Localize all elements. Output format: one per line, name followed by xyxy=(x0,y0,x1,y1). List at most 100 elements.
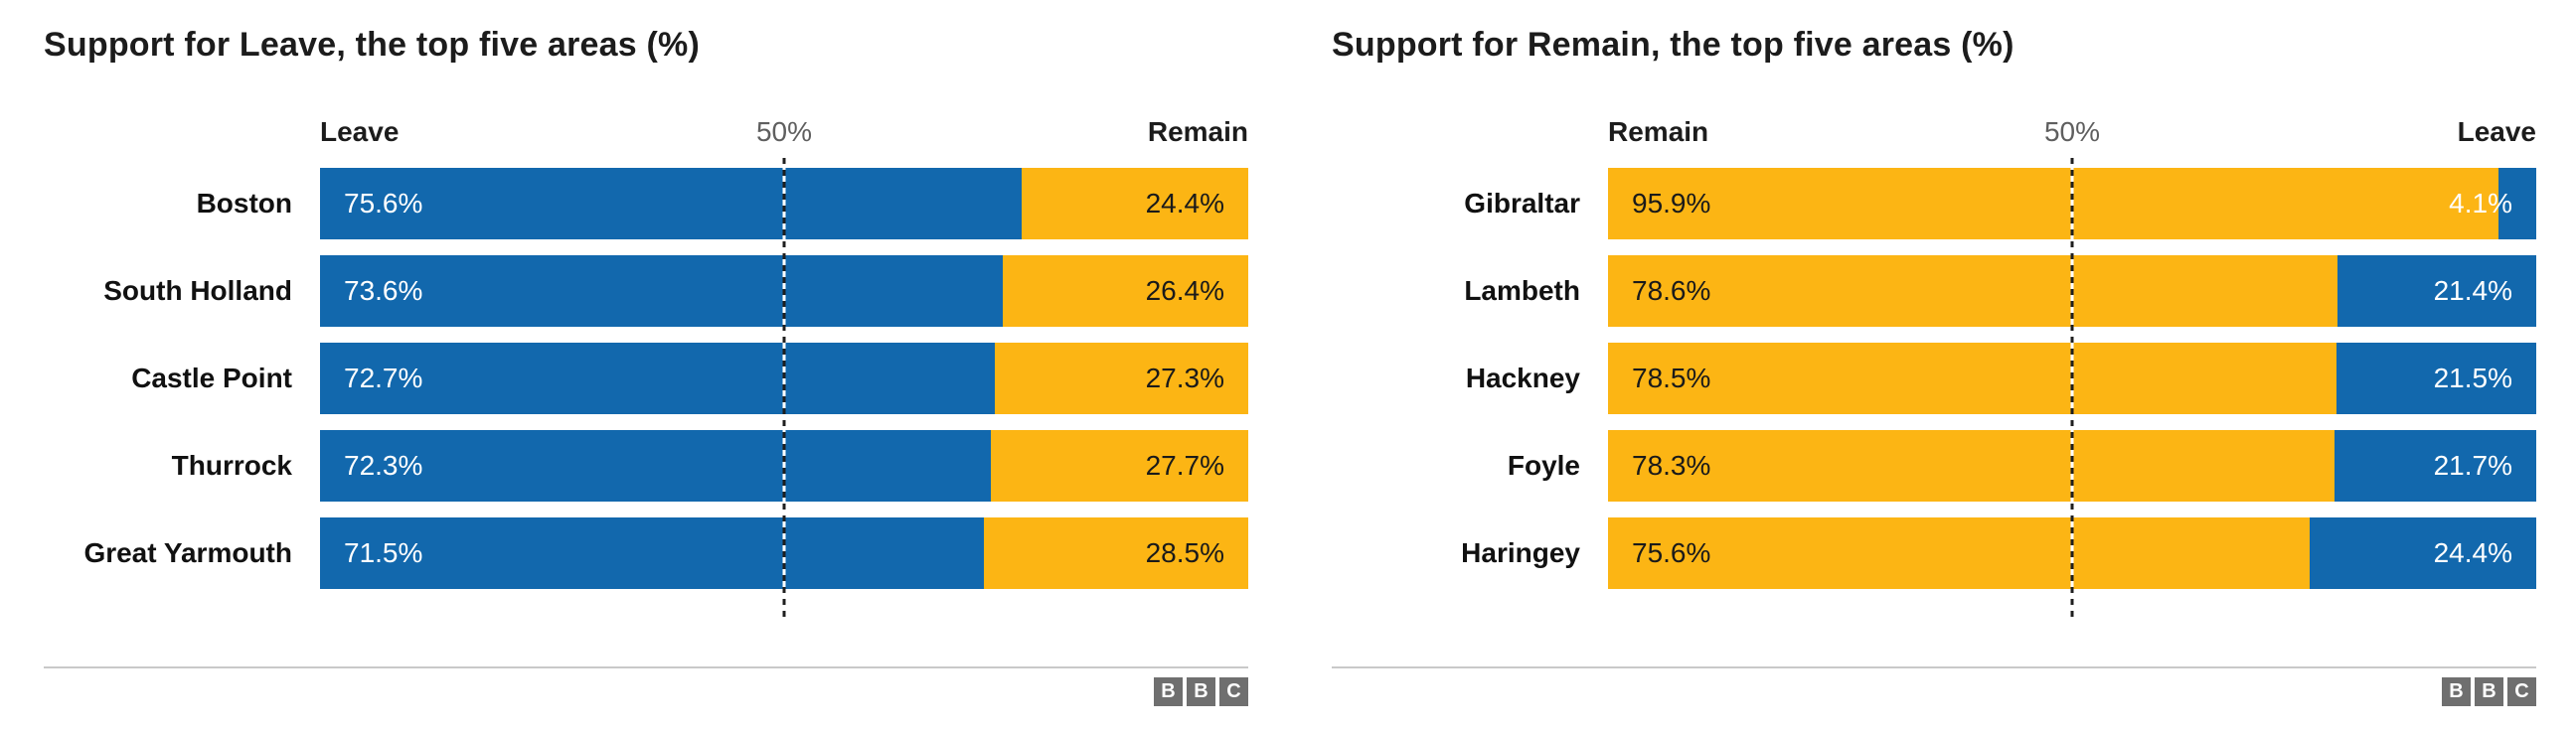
area-label: Great Yarmouth xyxy=(83,537,292,568)
value-label: 75.6% xyxy=(344,188,423,219)
area-label: South Holland xyxy=(103,275,292,306)
bar-row: South Holland 73.6% 26.4% xyxy=(44,255,1248,327)
support-for-leave-chart: Support for Leave, the top five areas (%… xyxy=(44,16,1248,706)
header-right-label: Remain xyxy=(1147,116,1248,147)
bar-row: Haringey 75.6% 24.4% xyxy=(1332,517,2536,589)
label-column-spacer xyxy=(1332,114,1608,154)
remain-segment: 78.6% xyxy=(1608,255,2338,327)
remain-segment: 78.3% xyxy=(1608,430,2335,502)
value-label: 27.3% xyxy=(1145,363,1224,393)
remain-segment: 28.5% xyxy=(983,517,1248,589)
area-label: Thurrock xyxy=(171,450,292,481)
value-label: 73.6% xyxy=(344,275,423,306)
chart-rows: Boston 75.6% 24.4% South Holland 73.6% 26.4% C… xyxy=(44,168,1248,589)
bbc-logo-letter: C xyxy=(1219,677,1248,706)
value-label: 24.4% xyxy=(1145,188,1224,219)
leave-segment: 21.5% xyxy=(2336,343,2536,414)
bbc-logo-letter: B xyxy=(1154,677,1183,706)
area-label: Boston xyxy=(196,188,292,219)
leave-segment: 72.3% xyxy=(320,430,992,502)
stacked-bar: 73.6% 26.4% xyxy=(320,255,1248,327)
column-header-row: Leave 50% Remain xyxy=(44,114,1248,154)
stacked-bar: 71.5% 28.5% xyxy=(320,517,1248,589)
bar-row: Thurrock 72.3% 27.7% xyxy=(44,430,1248,502)
header-50pct-label: 50% xyxy=(2043,116,2101,147)
remain-segment: 27.7% xyxy=(991,430,1248,502)
bar-row: Castle Point 72.7% 27.3% xyxy=(44,343,1248,414)
bbc-logo-letter: B xyxy=(2442,677,2471,706)
value-label: 72.3% xyxy=(344,450,423,481)
plot-area: Leave 50% Remain Boston 75.6% 24.4% South H… xyxy=(44,114,1248,623)
label-column-spacer xyxy=(44,114,320,154)
stacked-bar: 78.6% 21.4% xyxy=(1608,255,2536,327)
header-left-label: Leave xyxy=(320,116,400,147)
remain-segment: 95.9% xyxy=(1608,168,2498,239)
area-label: Hackney xyxy=(1465,363,1580,393)
bar-header-column: Leave 50% Remain xyxy=(320,114,1248,154)
bar-header: Remain 50% Leave xyxy=(1608,114,2536,154)
bar-header: Leave 50% Remain xyxy=(320,114,1248,154)
remain-segment: 75.6% xyxy=(1608,517,2311,589)
leave-segment: 21.4% xyxy=(2337,255,2536,327)
stacked-bar: 78.5% 21.5% xyxy=(1608,343,2536,414)
leave-segment: 73.6% xyxy=(320,255,1004,327)
bar-row: Foyle 78.3% 21.7% xyxy=(1332,430,2536,502)
stacked-bar: 75.6% 24.4% xyxy=(1608,517,2536,589)
support-for-remain-chart: Support for Remain, the top five areas (… xyxy=(1332,16,2536,706)
chart-title: Support for Leave, the top five areas (%… xyxy=(44,26,700,64)
bar-row: Gibraltar 95.9% 4.1% xyxy=(1332,168,2536,239)
plot-area: Remain 50% Leave Gibraltar 95.9% 4.1% Lambe… xyxy=(1332,114,2536,623)
bar-row: Hackney 78.5% 21.5% xyxy=(1332,343,2536,414)
stacked-bar: 72.3% 27.7% xyxy=(320,430,1248,502)
value-label: 21.7% xyxy=(2433,450,2512,481)
leave-segment: 21.7% xyxy=(2334,430,2536,502)
value-label: 95.9% xyxy=(1632,188,1711,219)
area-label: Gibraltar xyxy=(1464,188,1580,219)
value-label: 28.5% xyxy=(1145,537,1224,568)
value-label: 72.7% xyxy=(344,363,423,393)
remain-segment: 78.5% xyxy=(1608,343,2337,414)
leave-segment: 4.1% xyxy=(2449,168,2536,239)
bar-header-column: Remain 50% Leave xyxy=(1608,114,2536,154)
bar-row: Boston 75.6% 24.4% xyxy=(44,168,1248,239)
value-label: 21.4% xyxy=(2433,275,2512,306)
value-label: 78.6% xyxy=(1632,275,1711,306)
header-right-label: Leave xyxy=(2457,116,2536,147)
value-label: 4.1% xyxy=(2449,188,2512,219)
value-label: 71.5% xyxy=(344,537,423,568)
remain-segment: 27.3% xyxy=(995,343,1248,414)
area-label: Castle Point xyxy=(131,363,292,393)
chart-rows: Gibraltar 95.9% 4.1% Lambeth 78.6% 21.4% Hackn… xyxy=(1332,168,2536,589)
bbc-logo-letter: B xyxy=(1187,677,1215,706)
bar-row: Lambeth 78.6% 21.4% xyxy=(1332,255,2536,327)
bbc-logo-letter: C xyxy=(2507,677,2536,706)
leave-segment: 24.4% xyxy=(2310,517,2536,589)
value-label: 26.4% xyxy=(1145,275,1224,306)
remain-segment: 24.4% xyxy=(1022,168,1248,239)
stacked-bar: 78.3% 21.7% xyxy=(1608,430,2536,502)
stacked-bar: 72.7% 27.3% xyxy=(320,343,1248,414)
value-label: 75.6% xyxy=(1632,537,1711,568)
area-label: Haringey xyxy=(1461,537,1580,568)
value-label: 78.5% xyxy=(1632,363,1711,393)
bbc-logo-letter: B xyxy=(2475,677,2503,706)
area-label: Lambeth xyxy=(1464,275,1580,306)
value-label: 78.3% xyxy=(1632,450,1711,481)
remain-segment: 26.4% xyxy=(1003,255,1248,327)
value-label: 21.5% xyxy=(2433,363,2512,393)
stacked-bar: 75.6% 24.4% xyxy=(320,168,1248,239)
leave-segment: 72.7% xyxy=(320,343,996,414)
header-left-label: Remain xyxy=(1608,116,1709,147)
value-label: 27.7% xyxy=(1145,450,1224,481)
charts-container: Support for Leave, the top five areas (%… xyxy=(44,16,2536,706)
chart-title: Support for Remain, the top five areas (… xyxy=(1332,26,2014,64)
value-label: 24.4% xyxy=(2433,537,2512,568)
bar-row: Great Yarmouth 71.5% 28.5% xyxy=(44,517,1248,589)
header-50pct-label: 50% xyxy=(755,116,813,147)
leave-segment: 71.5% xyxy=(320,517,984,589)
stacked-bar: 95.9% 4.1% xyxy=(1608,168,2536,239)
